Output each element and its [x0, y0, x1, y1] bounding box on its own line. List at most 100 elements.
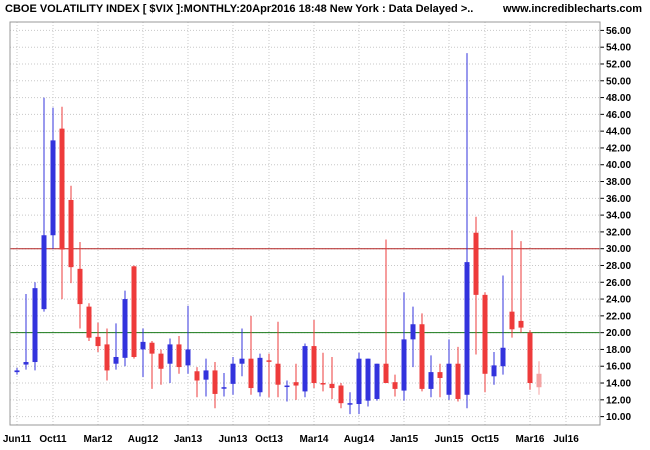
candle-body — [428, 372, 434, 389]
candle-Nov13 — [284, 380, 290, 402]
candle-body — [194, 371, 200, 381]
candle-body — [248, 358, 254, 389]
candle-body — [86, 306, 92, 338]
candle-body — [23, 362, 29, 365]
candle-body — [302, 346, 308, 392]
x-tick-label: Jan13 — [174, 434, 203, 445]
candle-body — [320, 383, 326, 385]
candle-body — [311, 346, 317, 384]
candle-body — [167, 344, 173, 364]
candle-body — [122, 299, 128, 358]
y-tick-label: 42.00 — [606, 143, 631, 154]
candle-May15 — [446, 339, 452, 400]
candle-Jun11 — [23, 294, 29, 370]
candles — [14, 53, 542, 415]
y-tick-label: 32.00 — [606, 227, 631, 238]
candle-Oct11 — [59, 106, 65, 300]
candle-body — [239, 358, 245, 364]
candle-May13 — [230, 356, 236, 395]
candle-body — [284, 385, 290, 388]
x-tick-label: Jul16 — [553, 434, 579, 445]
candle-Jun12 — [131, 265, 137, 359]
reference-lines — [10, 248, 600, 334]
y-tick-label: 14.00 — [606, 379, 631, 390]
candle-body — [446, 363, 452, 395]
candle-body — [14, 370, 20, 373]
candle-Oct12 — [167, 338, 173, 384]
y-tick-label: 54.00 — [606, 43, 631, 54]
y-tick-label: 44.00 — [606, 127, 631, 138]
x-tick-label: Jun13 — [219, 434, 248, 445]
candle-Oct15 — [491, 351, 497, 385]
y-tick-label: 26.00 — [606, 278, 631, 289]
candle-body — [329, 383, 335, 389]
x-axis: Jun11 Oct11 Mar12 Aug12 Jan13 Jun13 Oct13 Mar14… — [3, 434, 579, 445]
candle-body — [374, 363, 380, 399]
candle-body — [185, 349, 191, 366]
candle-May11 — [14, 367, 20, 375]
y-tick-label: 46.00 — [606, 110, 631, 121]
candle-body — [41, 235, 47, 310]
y-tick-label: 36.00 — [606, 194, 631, 205]
candle-Jul15 — [464, 53, 470, 409]
x-tick-label: Oct13 — [255, 434, 283, 445]
x-tick-label: Oct15 — [471, 434, 499, 445]
candle-body — [383, 363, 389, 384]
y-tick-label: 20.00 — [606, 328, 631, 339]
candle-body — [140, 341, 146, 350]
candle-Jul13 — [248, 315, 254, 395]
y-tick-label: 22.00 — [606, 311, 631, 322]
candle-Feb15 — [419, 313, 425, 392]
candle-Nov14 — [392, 374, 398, 397]
y-tick-label: 30.00 — [606, 244, 631, 255]
x-tick-label: Aug14 — [344, 434, 375, 445]
candle-Dec11 — [77, 241, 83, 329]
x-tick-label: Mar16 — [516, 434, 545, 445]
candle-body — [221, 387, 227, 389]
candle-Dec14 — [401, 292, 407, 401]
candle-Jun13 — [239, 328, 245, 377]
candle-body — [275, 363, 281, 385]
candle-Feb13 — [203, 358, 209, 397]
x-tick-label: Jun15 — [435, 434, 464, 445]
x-tick-label: Aug12 — [128, 434, 159, 445]
candle-Dec12 — [185, 305, 191, 374]
candle-Mar12 — [104, 328, 110, 381]
candle-body — [257, 357, 263, 393]
candle-body — [365, 358, 371, 401]
candle-Apr15 — [437, 363, 443, 398]
candle-body — [212, 370, 218, 394]
y-tick-label: 10.00 — [606, 412, 631, 423]
x-tick-label: Oct11 — [39, 434, 67, 445]
candle-May14 — [338, 383, 344, 409]
x-tick-label: Mar12 — [84, 434, 113, 445]
candle-Sep15 — [482, 292, 488, 393]
candle-body — [536, 373, 542, 388]
candle-Jan16 — [518, 241, 524, 333]
candle-Sep12 — [158, 349, 164, 385]
candle-Apr12 — [113, 323, 119, 370]
candle-Jul11 — [32, 282, 38, 371]
candle-body — [356, 358, 362, 405]
candle-body — [68, 199, 74, 268]
y-tick-label: 38.00 — [606, 177, 631, 188]
y-tick-label: 34.00 — [606, 211, 631, 222]
candle-Jun15 — [455, 346, 461, 402]
candle-Nov15 — [500, 275, 506, 375]
candle-Aug15 — [473, 216, 479, 355]
y-tick-label: 18.00 — [606, 345, 631, 356]
candle-body — [95, 336, 101, 347]
candle-Mar13 — [212, 362, 218, 409]
candle-body — [77, 268, 83, 305]
y-tick-label: 12.00 — [606, 395, 631, 406]
y-tick-label: 28.00 — [606, 261, 631, 272]
candle-Aug13 — [257, 353, 263, 397]
candle-Jul14 — [356, 352, 362, 415]
candle-body — [203, 370, 209, 380]
site-link[interactable]: www.incrediblecharts.com — [503, 3, 642, 15]
candle-body — [158, 353, 164, 369]
candle-body — [419, 324, 425, 389]
candle-Feb14 — [311, 320, 317, 389]
candle-body — [410, 324, 416, 340]
